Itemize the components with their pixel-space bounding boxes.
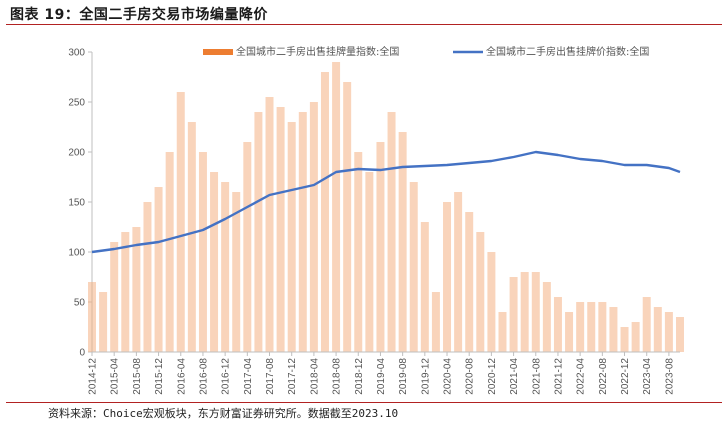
legend-label-price: 全国城市二手房出售挂牌价指数:全国 — [486, 45, 649, 58]
volume-bar — [443, 202, 452, 352]
x-tick-label: 2023-04 — [642, 358, 653, 395]
volume-bar — [132, 227, 141, 352]
x-tick-label: 2018-04 — [309, 358, 320, 395]
x-tick-label: 2014-12 — [88, 358, 99, 395]
volume-bar — [498, 312, 507, 352]
volume-bar — [609, 307, 618, 352]
x-tick-label: 2022-12 — [620, 358, 631, 395]
volume-bar — [88, 282, 96, 352]
volume-bar — [276, 107, 285, 352]
volume-bar — [420, 222, 429, 352]
chart-svg: 0 50 100 150 200 250 300 2014-12 2015-04 2015-08 2… — [68, 45, 684, 395]
volume-bar — [365, 172, 374, 352]
footer-divider — [6, 402, 722, 403]
volume-bar — [110, 242, 119, 352]
y-tick-label: 100 — [68, 248, 85, 259]
x-tick-label: 2019-04 — [376, 358, 387, 395]
x-tick-label: 2021-08 — [531, 358, 542, 395]
volume-bar — [465, 212, 474, 352]
volume-bar — [154, 187, 163, 352]
volume-bar — [565, 312, 574, 352]
volume-bar — [587, 302, 596, 352]
volume-bar — [520, 272, 529, 352]
y-tick-label: 250 — [68, 98, 85, 109]
x-tick-label: 2016-08 — [198, 358, 209, 395]
volume-bar — [320, 72, 329, 352]
x-tick-label: 2019-08 — [398, 358, 409, 395]
chart: 0 50 100 150 200 250 300 2014-12 2015-04 2015-08 2… — [40, 27, 722, 401]
volume-bar — [531, 272, 540, 352]
volume-bar — [542, 282, 551, 352]
y-tick-label: 50 — [74, 298, 86, 309]
x-tick-label: 2020-04 — [443, 358, 454, 395]
x-tick-label: 2015-12 — [154, 358, 165, 395]
source-note: 资料来源：Choice宏观板块，东方财富证券研究所。数据截至2023.10 — [48, 407, 399, 420]
y-tick-label: 150 — [68, 198, 85, 209]
legend-swatch-volume — [203, 49, 233, 55]
figure-title: 图表 19：全国二手房交易市场编量降价 — [10, 7, 268, 23]
volume-bar — [431, 292, 440, 352]
volume-bar — [254, 112, 263, 352]
volume-bar — [343, 82, 352, 352]
volume-bar — [509, 277, 518, 352]
volume-bar — [387, 112, 396, 352]
volume-bar — [187, 122, 196, 352]
volume-bar — [553, 297, 562, 352]
volume-bar — [210, 172, 219, 352]
volume-bar — [598, 302, 607, 352]
x-tick-label: 2017-08 — [265, 358, 276, 395]
x-tick-label: 2016-04 — [176, 358, 187, 395]
volume-bar — [298, 112, 307, 352]
x-tick-label: 2021-04 — [509, 358, 520, 395]
x-tick-label: 2015-04 — [110, 358, 121, 395]
x-tick-label: 2017-12 — [287, 358, 298, 395]
volume-bar — [576, 302, 585, 352]
volume-bar — [653, 307, 662, 352]
x-tick-label: 2018-12 — [354, 358, 365, 395]
x-tick-label: 2018-08 — [332, 358, 343, 395]
volume-bar — [143, 202, 152, 352]
volume-bar — [631, 322, 640, 352]
volume-bar — [409, 182, 418, 352]
x-tick-label: 2022-08 — [598, 358, 609, 395]
x-tick-label: 2016-12 — [221, 358, 232, 395]
x-tick-label: 2023-08 — [664, 358, 675, 395]
volume-bar — [287, 122, 296, 352]
volume-bar — [376, 142, 385, 352]
volume-bar — [332, 62, 341, 352]
volume-bar — [354, 152, 363, 352]
x-tick-label: 2022-04 — [576, 358, 587, 395]
volume-bar — [620, 327, 629, 352]
volume-bar — [198, 152, 207, 352]
x-tick-label: 2020-12 — [487, 358, 498, 395]
volume-bar — [121, 232, 130, 352]
x-tick-label: 2020-08 — [465, 358, 476, 395]
volume-bar — [398, 132, 407, 352]
volume-bar — [99, 292, 108, 352]
volume-bar — [176, 92, 185, 352]
volume-bar — [265, 97, 274, 352]
price-index-line — [91, 150, 681, 254]
title-divider — [6, 24, 722, 25]
volume-bar — [232, 192, 241, 352]
x-tick-label: 2021-12 — [553, 358, 564, 395]
volume-bar — [642, 297, 651, 352]
legend-label-volume: 全国城市二手房出售挂牌量指数:全国 — [236, 45, 399, 58]
volume-bar — [487, 252, 496, 352]
volume-bar — [309, 102, 318, 352]
volume-bar — [243, 142, 252, 352]
volume-bar — [676, 317, 684, 352]
y-tick-label: 0 — [79, 348, 85, 359]
volume-bar — [454, 192, 463, 352]
x-tick-label: 2019-12 — [420, 358, 431, 395]
y-tick-label: 200 — [68, 148, 85, 159]
x-tick-label: 2015-08 — [132, 358, 143, 395]
y-tick-label: 300 — [68, 48, 85, 59]
x-tick-label: 2017-04 — [243, 358, 254, 395]
volume-bar — [664, 312, 673, 352]
volume-bar — [476, 232, 485, 352]
volume-bar — [165, 152, 174, 352]
volume-bar — [221, 182, 230, 352]
